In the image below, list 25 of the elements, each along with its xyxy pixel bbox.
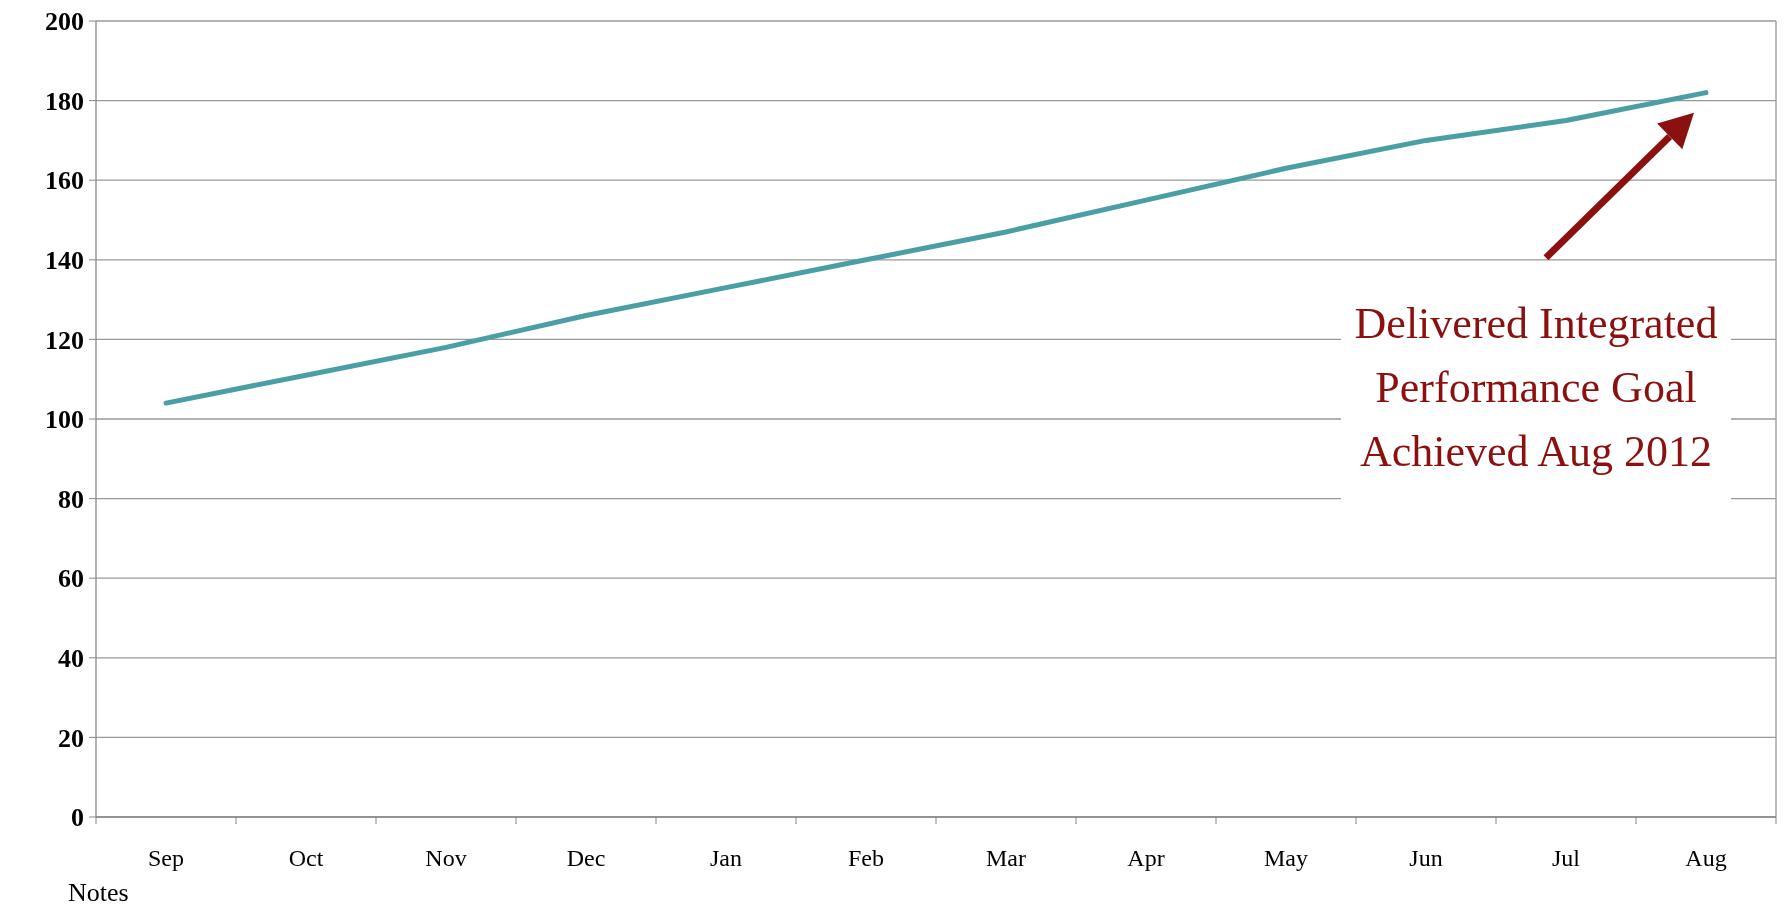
- y-tick-label: 160: [45, 166, 84, 196]
- x-tick-label: Mar: [986, 845, 1026, 871]
- x-tick-label: Apr: [1127, 845, 1165, 871]
- y-tick-label: 60: [58, 564, 84, 594]
- y-tick-label: 120: [45, 325, 84, 355]
- y-tick-label: 20: [58, 723, 84, 753]
- y-tick-label: 180: [45, 86, 84, 116]
- x-tick-label: Oct: [288, 845, 324, 871]
- y-tick-label: 0: [71, 803, 84, 833]
- y-tick-label: 200: [45, 7, 84, 37]
- y-tick-label: 100: [45, 405, 84, 435]
- x-tick-label: Jun: [1409, 845, 1443, 871]
- x-tick-label: May: [1264, 845, 1308, 871]
- x-tick-label: Aug: [1685, 845, 1727, 871]
- x-tick-label: Feb: [848, 845, 884, 871]
- x-tick-label: Nov: [425, 845, 467, 871]
- x-tick-label: Jan: [710, 845, 742, 871]
- y-tick-label: 40: [58, 643, 84, 673]
- y-tick-label: 140: [45, 245, 84, 275]
- x-tick-label: Dec: [566, 845, 606, 871]
- x-tick-label: Sep: [148, 845, 184, 871]
- text: Notes: [68, 878, 129, 907]
- y-tick-label: 80: [58, 484, 84, 514]
- annotation: Delivered Integrated Performance Goal Achieved Aug 2012: [1354, 298, 1718, 476]
- x-tick-label: Jul: [1551, 845, 1581, 871]
